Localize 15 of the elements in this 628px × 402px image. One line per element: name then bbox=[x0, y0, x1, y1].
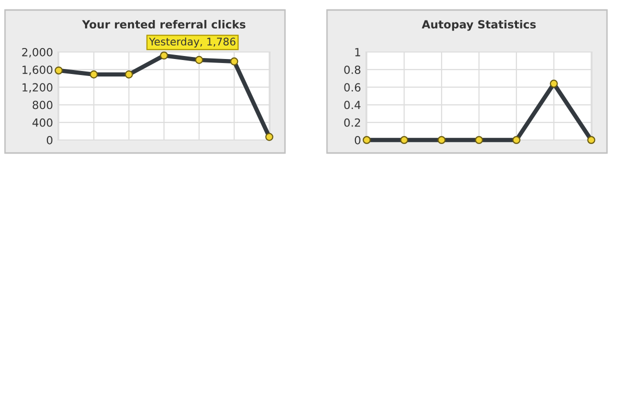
chart-title: Your rented referral clicks bbox=[82, 20, 246, 29]
y-tick-label: 2,000 bbox=[22, 48, 52, 58]
annotation: Yesterday, 1,786 bbox=[149, 37, 236, 48]
y-tick-label: 400 bbox=[32, 118, 52, 127]
y-tick-label: 0.8 bbox=[344, 66, 360, 74]
y-tick-label: 800 bbox=[32, 100, 52, 110]
y-tick-label: 1,600 bbox=[22, 66, 52, 76]
y-tick-label: 0 bbox=[46, 136, 52, 144]
chart-title: Autopay Statistics bbox=[422, 20, 536, 31]
y-tick-label: 1,200 bbox=[22, 83, 52, 93]
y-tick-label: 1 bbox=[355, 48, 360, 56]
y-tick-label: 0.2 bbox=[344, 118, 360, 127]
y-tick-label: 0.6 bbox=[344, 83, 360, 92]
y-tick-label: 0 bbox=[354, 136, 360, 144]
y-tick-label: 0.4 bbox=[344, 100, 361, 110]
